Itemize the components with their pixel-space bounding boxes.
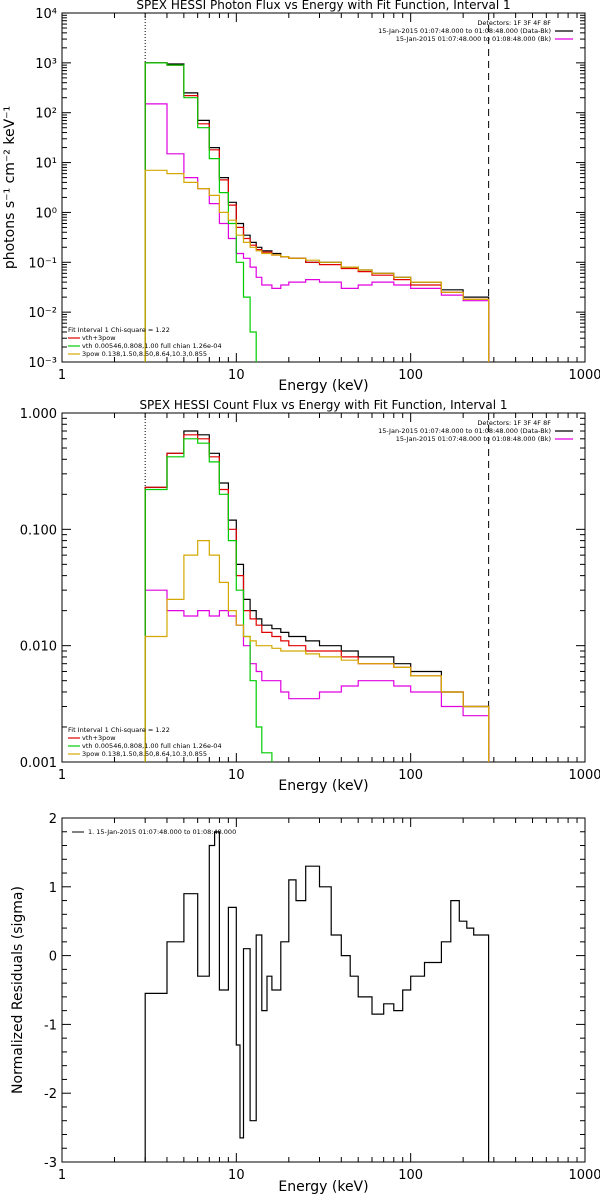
series-line-1 [144,103,490,362]
y-tick-label: -3 [44,1156,57,1171]
y-axis-label: photons s⁻¹ cm⁻² keV⁻¹ [2,106,18,269]
legend-entry: 3pow 0.138,1.50,8.50,8.64,10.3,0.855 [82,750,207,758]
plot-frame [61,412,586,763]
series-line-1 [144,589,490,762]
x-tick-label: 10 [228,768,245,783]
series-line-4 [144,540,490,762]
legend-entry: Detectors: 1F 3F 4F 8F [477,19,551,27]
y-tick-label: 1 [49,881,57,896]
series-line-4 [144,169,490,362]
plot-frame [61,12,586,363]
legend-entry: vth 0.00546,0.808,1.00 full chian 1.26e-… [82,342,222,350]
photon-flux-panel: 1 10 100 1000 10⁻³ 10⁻² 10⁻¹ 10⁰ 10¹ 10² 10³ 10⁴ SPE… [2,0,600,394]
y-axis-label: Normalized Residuals (sigma) [10,886,26,1094]
x-tick-label: 1000 [568,368,600,383]
series-line-2 [144,434,490,762]
y-tick-label: 0.100 [20,523,57,538]
legend-entry: 1. 15-Jan-2015 01:07:48.000 to 01:08:48.… [88,828,236,836]
y-tick-label: 0.010 [20,640,57,655]
x-tick-label: 1 [58,768,66,783]
legend-entry: 15-Jan-2015 01:07:48.000 to 01:08:48.000… [378,427,551,435]
y-tick-label: 0.001 [20,756,57,771]
legend-entry: vth 0.00546,0.808,1.00 full chian 1.26e-… [82,742,222,750]
legend-entry: 15-Jan-2015 01:07:48.000 to 01:08:48.000… [378,27,551,35]
y-tick-label: 10⁻¹ [28,256,57,271]
x-tick-label: 1 [58,368,66,383]
residuals-panel: 1 10 100 1000 -3 -2 -1 0 1 2 Energy (keV) Normalize… [10,812,600,1195]
y-tick-label: 10⁻³ [28,356,57,371]
legend-entry: 15-Jan-2015 01:07:48.000 to 01:08:48.000… [396,35,551,43]
y-tick-label: 0 [49,950,57,965]
y-tick-label: -2 [44,1087,57,1102]
x-tick-label: 1 [58,1168,66,1183]
legend-entry: Fit Interval 1 Chi-square = 1.22 [68,726,170,734]
y-tick-label: 10¹ [35,157,57,172]
chart-title: SPEX HESSI Photon Flux vs Energy with Fi… [136,0,510,12]
plot-frame [61,817,586,1163]
series-line-3 [144,62,257,362]
y-tick-label: -1 [44,1018,57,1033]
x-tick-label: 1000 [568,1168,600,1183]
legend-entry: Detectors: 1F 3F 4F 8F [477,419,551,427]
x-axis-label: Energy (keV) [278,1179,368,1195]
x-axis-label: Energy (keV) [278,778,368,794]
count-flux-panel: 1 10 100 1000 0.001 0.010 0.100 1.000 SPEX HESSI… [20,398,600,794]
x-tick-label: 10 [228,368,245,383]
x-axis-label: Energy (keV) [278,378,368,394]
y-tick-label: 10² [35,107,57,122]
x-tick-label: 100 [398,1168,423,1183]
y-tick-label: 10³ [35,57,57,72]
y-tick-label: 10⁰ [35,206,57,221]
y-tick-label: 10⁴ [35,7,57,22]
x-tick-label: 100 [398,768,423,783]
x-tick-label: 1000 [568,768,600,783]
series-line-2 [144,62,490,362]
legend-entry: vth+3pow [82,334,116,342]
legend-entry: Fit Interval 1 Chi-square = 1.22 [68,326,170,334]
y-tick-label: 10⁻² [28,306,57,321]
series-line-3 [144,438,273,762]
x-tick-label: 10 [228,1168,245,1183]
legend-entry: 15-Jan-2015 01:07:48.000 to 01:08:48.000… [396,435,551,443]
y-tick-label: 1.000 [20,407,57,422]
series-line-0 [144,62,490,362]
series-line-0 [144,430,490,762]
chart-title: SPEX HESSI Count Flux vs Energy with Fit… [139,398,507,412]
legend-entry: 3pow 0.138,1.50,8.50,8.64,10.3,0.855 [82,350,207,358]
x-tick-label: 100 [398,368,423,383]
series-line-0 [144,831,490,1162]
legend-entry: vth+3pow [82,734,116,742]
y-tick-label: 2 [49,812,57,827]
